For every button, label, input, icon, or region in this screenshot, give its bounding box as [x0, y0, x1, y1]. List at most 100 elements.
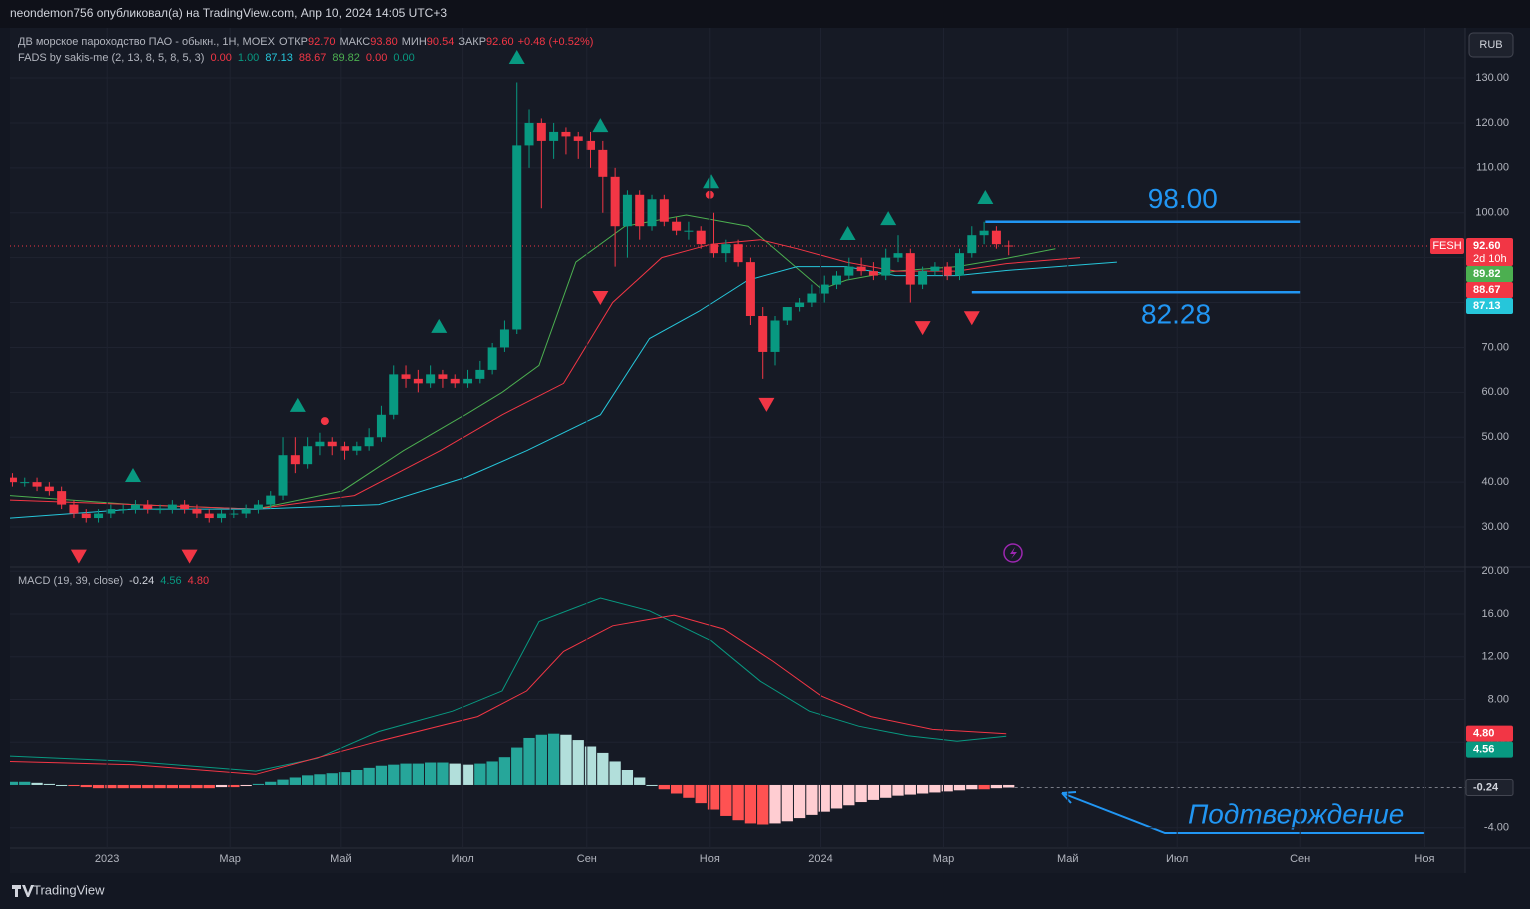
candle-body [512, 145, 522, 330]
ohlc-name: МАКС [340, 36, 371, 48]
histogram-bar [400, 763, 412, 785]
histogram-bar [646, 784, 658, 786]
histogram-bar [461, 764, 474, 785]
candle-body [659, 199, 669, 222]
histogram-bar [228, 784, 240, 788]
signal-up [431, 318, 448, 333]
candle-body [487, 347, 497, 370]
histogram-bar [670, 784, 683, 794]
candle-body [647, 199, 657, 227]
legend-indicator: FADS by sakis-me (2, 13, 8, 5, 8, 5, 3) 0… [18, 52, 415, 64]
histogram-bar [732, 784, 744, 821]
x-tick-label: Мар [933, 853, 955, 865]
candle-body [918, 271, 928, 285]
signal-up [880, 211, 897, 226]
candle-body [69, 504, 79, 514]
histogram-bar [68, 784, 80, 787]
signal-up [289, 397, 306, 412]
macd-title: MACD (19, 39, close) [18, 575, 123, 587]
histogram-bar [1003, 784, 1015, 788]
price-badge-label: -0.24 [1473, 781, 1499, 793]
histogram-bar [375, 765, 388, 785]
x-tick-label: 2024 [808, 853, 832, 865]
candle-body [536, 122, 546, 141]
y-tick-label: 12.00 [1481, 651, 1509, 663]
signal-up [592, 118, 609, 133]
histogram-bar [781, 784, 793, 822]
signal-dot [320, 417, 329, 426]
histogram-bar [892, 784, 904, 796]
y-tick-label: 70.00 [1481, 341, 1509, 353]
candle-body [967, 235, 977, 254]
indicator: FADS by sakis-me (2, 13, 8, 5, 8, 5, 3) [18, 52, 204, 64]
ohlc-name: ОТКР [279, 36, 308, 48]
candle-body [745, 262, 755, 317]
histogram-bar [547, 733, 560, 785]
histogram-bar [978, 784, 990, 790]
price-pane [10, 49, 1465, 564]
candle-body [758, 316, 768, 352]
candle-body [401, 374, 411, 379]
candle-body [881, 257, 891, 276]
histogram-bar [154, 784, 166, 789]
candle-body [463, 378, 473, 384]
moving-line [10, 239, 1081, 510]
histogram-bar [511, 747, 523, 785]
y-tick-label: 20.00 [1481, 565, 1509, 577]
histogram-bar [277, 779, 289, 785]
currency-label: RUB [1479, 39, 1502, 51]
histogram-bar [916, 784, 929, 794]
histogram-bar [363, 767, 375, 785]
symbol: ДВ морское пароходство ПАО - обыкн., 1Н,… [18, 36, 276, 48]
ohlc-name: МИН [402, 36, 427, 48]
candle-body [438, 374, 448, 379]
price-badge-label: 4.56 [1473, 744, 1494, 756]
x-tick-label: Ноя [700, 853, 720, 865]
histogram-bar [252, 783, 265, 785]
histogram-bar [707, 784, 720, 810]
candle-body [684, 230, 694, 232]
candle-body [290, 455, 300, 465]
histogram-bar [867, 784, 880, 800]
candle-body [1004, 245, 1014, 247]
candle-body [844, 266, 854, 276]
histogram-bar [904, 784, 916, 795]
macd-value: -0.24 [129, 575, 154, 587]
candle-body [770, 320, 780, 352]
candle-body [696, 230, 706, 245]
candle-body [192, 509, 202, 514]
candle-body [143, 504, 153, 510]
histogram-bar [178, 784, 191, 789]
histogram-bar [105, 784, 117, 789]
histogram-bar [92, 784, 105, 789]
candle-body [610, 176, 620, 227]
ohlc-value: 92.60 [486, 36, 514, 48]
histogram-bar [584, 746, 597, 785]
currency-button[interactable] [1468, 32, 1514, 58]
candle-body [733, 244, 743, 263]
annotation-arrow [1061, 791, 1425, 834]
y-tick-label: 16.00 [1481, 608, 1509, 620]
candle-body [942, 266, 952, 276]
candle-body [573, 136, 583, 141]
histogram-bar [941, 784, 953, 792]
histogram-bar [424, 762, 437, 785]
histogram-bar [793, 784, 806, 819]
y-tick-label: -4.00 [1484, 822, 1509, 834]
flash-icon [1003, 543, 1023, 563]
candle-body [475, 369, 485, 379]
symbol-badge-label: FESH [1432, 240, 1461, 252]
y-tick-label: 50.00 [1481, 431, 1509, 443]
histogram-bar [634, 777, 646, 785]
candle-body [868, 271, 878, 276]
candle-body [499, 329, 509, 348]
signal-up [124, 467, 141, 482]
histogram-bar [326, 773, 338, 785]
candle-body [180, 504, 190, 510]
y-tick-label: 110.00 [1476, 162, 1509, 174]
candle-body [819, 284, 829, 294]
price-badge [1466, 725, 1513, 742]
histogram-bar [191, 784, 203, 789]
candle-body [315, 441, 325, 447]
x-tick-label: Ноя [1414, 853, 1434, 865]
